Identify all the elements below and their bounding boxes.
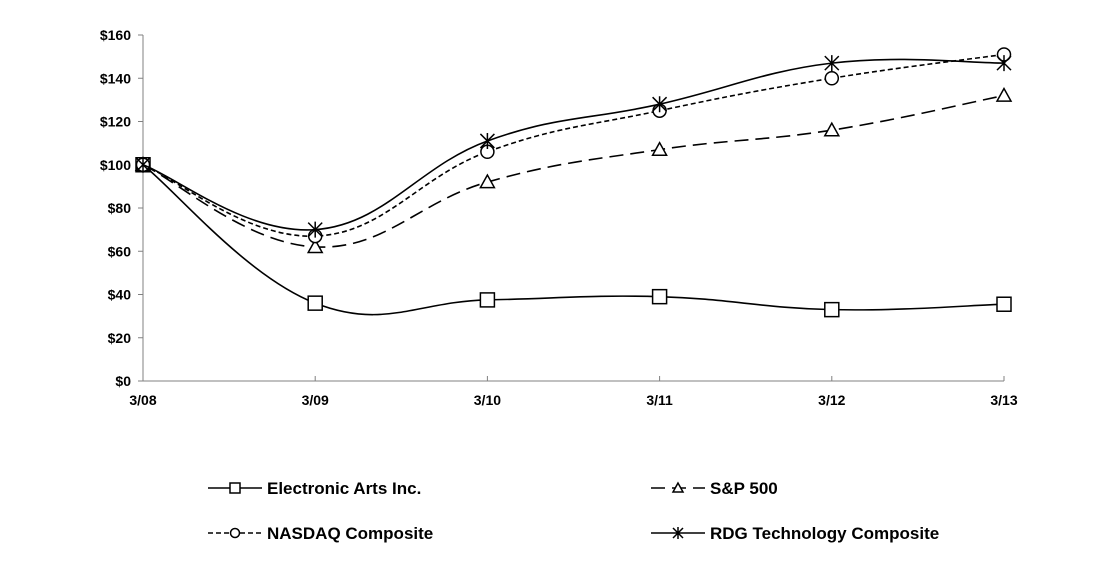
y-tick-label: $160 bbox=[100, 27, 131, 43]
data-point-asterisk bbox=[824, 55, 840, 72]
series-line bbox=[142, 58, 1005, 231]
series-line bbox=[142, 94, 1005, 248]
legend-label: RDG Technology Composite bbox=[710, 524, 939, 543]
y-tick-label: $60 bbox=[108, 243, 132, 259]
x-tick-label: 3/08 bbox=[129, 392, 156, 408]
legend-circle-icon bbox=[229, 527, 241, 539]
x-tick-label: 3/09 bbox=[302, 392, 329, 408]
legend-square-icon bbox=[229, 482, 241, 494]
x-tick-label: 3/10 bbox=[474, 392, 501, 408]
data-point-triangle bbox=[995, 87, 1013, 102]
data-point-square bbox=[479, 292, 496, 308]
y-axis-ticks: $0 $20 $40 $60 $80 $100 $120 $140 $160 bbox=[100, 27, 143, 389]
axes bbox=[142, 35, 1004, 382]
legend-item: RDG Technology Composite bbox=[651, 524, 939, 543]
y-tick-label: $40 bbox=[108, 287, 132, 303]
data-point-square bbox=[824, 301, 840, 318]
y-tick-label: $100 bbox=[100, 157, 131, 173]
data-point-triangle bbox=[306, 238, 324, 254]
x-tick-label: 3/13 bbox=[990, 392, 1017, 408]
data-point-asterisk bbox=[135, 156, 151, 173]
data-point-triangle bbox=[651, 141, 668, 156]
data-point-square bbox=[307, 295, 323, 311]
data-point-asterisk bbox=[996, 55, 1012, 72]
series-line bbox=[142, 164, 1005, 316]
x-tick-label: 3/12 bbox=[818, 392, 845, 408]
x-axis-ticks: 3/08 3/09 3/10 3/11 3/12 3/13 bbox=[129, 376, 1018, 408]
series-asterisk bbox=[135, 55, 1012, 238]
series-circle bbox=[135, 47, 1012, 244]
y-tick-label: $80 bbox=[108, 200, 132, 216]
data-point-triangle bbox=[479, 173, 496, 189]
data-point-asterisk bbox=[307, 221, 323, 238]
series-square bbox=[135, 157, 1012, 318]
data-point-triangle bbox=[823, 121, 841, 137]
legend-triangle-icon bbox=[671, 481, 685, 493]
legend-item: S&P 500 bbox=[651, 479, 778, 498]
legend: Electronic Arts Inc. S&P 500 NASDAQ Compos… bbox=[208, 479, 939, 543]
legend-label: Electronic Arts Inc. bbox=[267, 479, 421, 498]
legend-item: Electronic Arts Inc. bbox=[208, 479, 421, 498]
data-point-circle bbox=[824, 71, 840, 86]
legend-asterisk-icon bbox=[672, 527, 684, 539]
y-tick-label: $140 bbox=[100, 70, 131, 86]
series-lines bbox=[134, 47, 1013, 318]
series-line bbox=[142, 53, 1005, 237]
data-point-square bbox=[651, 288, 668, 305]
data-point-asterisk bbox=[652, 96, 668, 113]
data-point-square bbox=[996, 296, 1012, 312]
x-tick-label: 3/11 bbox=[646, 392, 673, 408]
y-tick-label: $20 bbox=[108, 330, 132, 346]
series-triangle bbox=[134, 87, 1013, 254]
legend-label: NASDAQ Composite bbox=[267, 524, 433, 543]
data-point-asterisk bbox=[479, 132, 495, 149]
y-tick-label: $120 bbox=[100, 114, 131, 130]
legend-label: S&P 500 bbox=[710, 479, 778, 498]
y-tick-label: $0 bbox=[115, 373, 131, 389]
legend-item: NASDAQ Composite bbox=[208, 524, 433, 543]
